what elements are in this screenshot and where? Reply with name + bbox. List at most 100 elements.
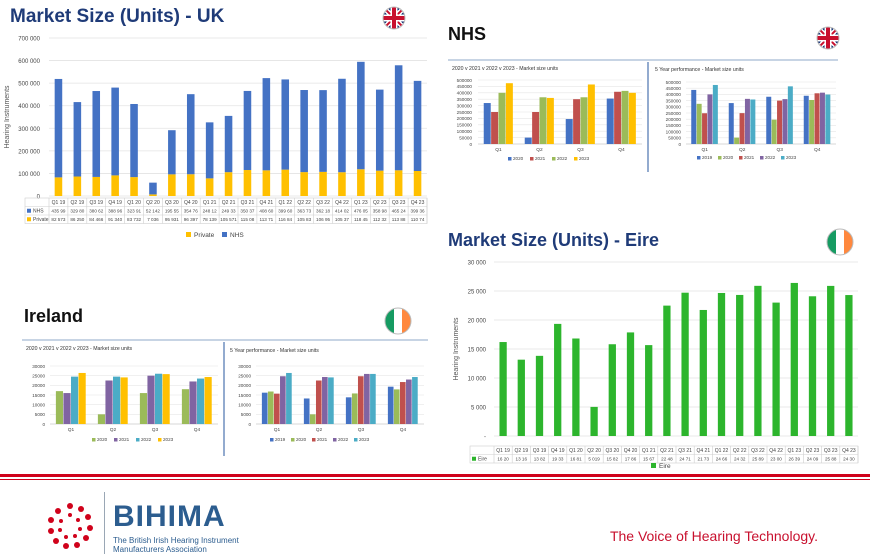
nhs-qtr-ytick-label: 450000 xyxy=(457,84,473,89)
nhs-5yr-bar-2019 xyxy=(691,89,697,144)
eire-chart-title: Market Size (Units) - Eire xyxy=(448,230,660,250)
uk-bar-private xyxy=(224,172,233,196)
uk-data-label: 91 340 xyxy=(108,217,122,222)
nhs-qtr-ytick-label: 100000 xyxy=(457,129,473,134)
eire-xtick-label: Q2 20 xyxy=(587,448,601,454)
nhs-5yr-ytick-label: 450000 xyxy=(666,86,682,91)
eire-bar-eire xyxy=(554,323,562,436)
uk-xtick-label: Q2 20 xyxy=(146,200,160,206)
ireland-qtr-legend-label: 2020 xyxy=(97,437,108,442)
nhs-5yr-bar-2023 xyxy=(825,94,831,144)
uk-bar-nhs xyxy=(243,90,252,171)
nhs-qtr-title: 2020 v 2021 v 2022 v 2023 - Market size … xyxy=(452,66,559,72)
ireland-5yr-legend-key xyxy=(333,438,337,442)
ireland-5yr-legend-key xyxy=(291,438,295,442)
uk-bar-nhs xyxy=(224,115,233,173)
nhs-5yr-legend-label: 2019 xyxy=(702,155,713,160)
nhs-qtr-ytick-label: 200000 xyxy=(457,116,473,121)
nhs-5yr-legend-key xyxy=(718,156,722,160)
ireland-qtr-xtick-label: Q2 xyxy=(110,427,117,433)
nhs-qtr-ytick-label: 250000 xyxy=(457,110,473,115)
ireland-qtr-bar-2020 xyxy=(139,393,148,424)
uk-data-label: 82 573 xyxy=(51,217,65,222)
ireland-5yr-bar-2021 xyxy=(273,393,280,424)
nhs-5yr-bar-2021 xyxy=(814,93,820,144)
nhs-5yr-ytick-label: 250000 xyxy=(666,111,682,116)
nhs-5yr-legend-label: 2022 xyxy=(765,155,776,160)
nhs-5yr-ytick-label: 150000 xyxy=(666,123,682,128)
eire-xtick-label: Q3 23 xyxy=(824,448,838,454)
ireland-5yr-bar-2020 xyxy=(393,389,400,424)
ireland-qtr-ytick-label: 5000 xyxy=(35,412,46,417)
nhs-qtr-bar-2023 xyxy=(505,83,513,144)
uk-data-label: 248 12 xyxy=(203,209,217,214)
uk-bar-nhs xyxy=(186,94,195,175)
uk-table-series-name: NHS xyxy=(33,209,44,215)
eire-bar-eire xyxy=(663,305,671,436)
ireland-qtr-ytick-label: 10000 xyxy=(32,402,45,407)
uk-bar-nhs xyxy=(262,78,271,171)
uk-data-label: 358 98 xyxy=(373,209,387,214)
eire-data-label: 24 32 xyxy=(734,457,746,462)
uk-xtick-label: Q2 19 xyxy=(71,200,85,206)
nhs-5yr-bar-2022 xyxy=(707,94,713,144)
ireland-qtr-bar-2021 xyxy=(147,375,155,424)
ireland-qtr-legend-label: 2022 xyxy=(141,437,152,442)
uk-data-label: 118 45 xyxy=(354,217,368,222)
nhs-5yr-xtick-label: Q4 xyxy=(814,147,821,153)
uk-xtick-label: Q3 22 xyxy=(316,200,330,206)
uk-table-key xyxy=(27,208,31,213)
eire-bar-eire xyxy=(517,359,525,436)
nhs-qtr-bar-2023 xyxy=(587,84,595,144)
uk-bar-private xyxy=(394,170,403,196)
ireland-qtr-bar-2022 xyxy=(197,378,205,424)
nhs-5yr-ytick-label: 350000 xyxy=(666,98,682,103)
eire-data-label: 24 30 xyxy=(843,457,855,462)
uk-bar-nhs xyxy=(130,103,138,178)
uk-bar-private xyxy=(92,176,101,196)
ireland-5yr-bar-2019 xyxy=(387,386,394,424)
eire-data-label: 5 019 xyxy=(588,457,600,462)
ireland-qtr-xtick-label: Q4 xyxy=(194,427,201,433)
eire-ytick-label: 20 000 xyxy=(468,319,487,325)
nhs-qtr-legend-label: 2021 xyxy=(535,156,546,161)
uk-bar-nhs xyxy=(149,182,157,195)
eire-xtick-label: Q4 19 xyxy=(551,448,565,454)
uk-bar-nhs xyxy=(375,89,384,171)
nhs-5yr-bar-2022 xyxy=(819,92,825,144)
eire-data-label: 24 71 xyxy=(679,457,691,462)
ireland-qtr-legend-key xyxy=(158,438,162,442)
ireland-qtr-bar-2023 xyxy=(78,372,86,424)
eire-bar-eire xyxy=(808,296,817,436)
uk-data-label: 110 74 xyxy=(411,217,425,222)
ireland-qtr-legend-key xyxy=(136,438,140,442)
uk-bar-nhs xyxy=(92,91,101,177)
nhs-qtr-bar-2020 xyxy=(483,103,491,144)
uk-flag-icon xyxy=(382,6,406,30)
nhs-qtr-legend-label: 2020 xyxy=(513,156,524,161)
eire-ytick-label: - xyxy=(484,435,486,441)
ireland-qtr-bar-2023 xyxy=(204,377,212,424)
nhs-qtr-xtick-label: Q2 xyxy=(536,147,543,153)
ireland-qtr-bar-2022 xyxy=(71,376,79,424)
bihima-logo-name: BIHIMA xyxy=(113,500,226,533)
eire-data-label: 22 48 xyxy=(661,457,673,462)
uk-xtick-label: Q1 21 xyxy=(203,200,217,206)
ireland-qtr-bar-2022 xyxy=(155,373,163,424)
uk-data-label: 249 33 xyxy=(222,209,236,214)
ireland-5yr-bar-2019 xyxy=(303,398,310,424)
uk-data-label: 86 250 xyxy=(70,217,84,222)
eire-legend-key xyxy=(651,463,656,468)
ireland-5yr-legend-key xyxy=(270,438,274,442)
nhs-5yr-bar-2019 xyxy=(803,95,809,144)
ireland-flag-icon xyxy=(826,228,854,256)
uk-bar-nhs xyxy=(281,79,290,170)
uk-data-label: 380 62 xyxy=(89,209,103,214)
eire-bar-eire xyxy=(535,355,544,436)
uk-data-label: 350 37 xyxy=(240,209,254,214)
eire-bar-eire xyxy=(754,285,762,436)
ireland-qtr-bar-2020 xyxy=(97,414,106,424)
eire-xtick-label: Q4 21 xyxy=(696,448,710,454)
uk-bar-private xyxy=(338,172,346,196)
eire-bar-eire xyxy=(845,295,853,436)
